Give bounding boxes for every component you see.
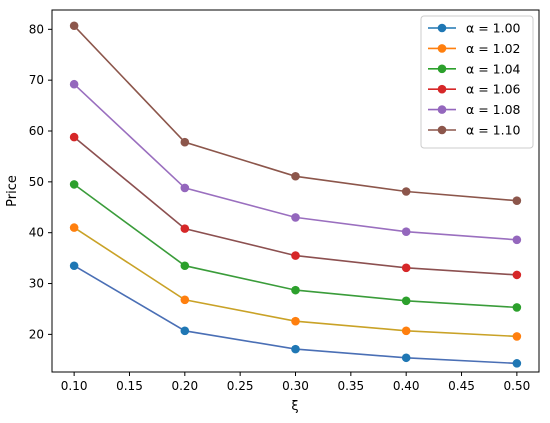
x-axis-ticks: 0.10 0.15 0.20 0.25 0.30 0.35 0.40 0.45 0.50 — [61, 372, 530, 393]
data-point — [401, 187, 411, 196]
data-point — [180, 261, 190, 271]
x-tick-label: 0.10 — [61, 379, 88, 393]
data-point — [401, 227, 411, 236]
x-tick-label: 0.50 — [504, 379, 531, 393]
legend-entry: α = 1.08 — [428, 102, 521, 117]
data-point — [180, 326, 190, 336]
x-tick-label: 0.35 — [337, 379, 364, 393]
data-point — [180, 137, 190, 147]
series-2 — [69, 180, 522, 312]
y-tick-label: 80 — [29, 22, 44, 36]
legend-marker — [437, 84, 447, 94]
data-point — [291, 285, 300, 295]
y-tick-label: 60 — [29, 124, 44, 138]
data-point — [69, 261, 79, 271]
data-point — [291, 344, 300, 354]
legend-entries: α = 1.00 α = 1.02 α = 1.04 α = 1.06 α = 1.08… — [428, 21, 521, 138]
x-tick-label: 0.40 — [393, 379, 420, 393]
y-tick-label: 50 — [29, 175, 44, 189]
legend-entry: α = 1.06 — [428, 82, 521, 97]
data-point — [512, 359, 522, 368]
legend-marker — [437, 64, 447, 74]
data-point — [512, 235, 522, 245]
data-point — [512, 196, 522, 205]
legend-label: α = 1.00 — [466, 21, 521, 36]
y-tick-label: 40 — [29, 226, 44, 240]
series-1 — [69, 223, 522, 341]
x-tick-label: 0.30 — [282, 379, 309, 393]
x-axis-label: ξ — [291, 399, 298, 414]
x-tick-label: 0.25 — [227, 379, 254, 393]
data-point — [291, 316, 300, 326]
series-5 — [69, 21, 522, 205]
y-axis-ticks: 20 30 40 50 60 70 80 — [29, 22, 52, 341]
series-4 — [69, 79, 522, 245]
data-point — [69, 132, 79, 142]
data-point — [69, 79, 79, 89]
data-point — [401, 326, 411, 336]
legend-entry: α = 1.00 — [428, 21, 521, 36]
legend-label: α = 1.04 — [466, 61, 521, 76]
legend-label: α = 1.08 — [466, 102, 521, 117]
x-tick-label: 0.45 — [448, 379, 475, 393]
y-tick-label: 30 — [29, 277, 44, 291]
data-point — [401, 353, 411, 363]
data-point — [512, 303, 522, 312]
data-point — [512, 270, 522, 280]
data-point — [180, 224, 190, 233]
legend-marker — [437, 105, 447, 114]
data-point — [180, 183, 190, 193]
data-point — [69, 21, 79, 31]
legend-label: α = 1.06 — [466, 82, 521, 97]
legend: α = 1.00 α = 1.02 α = 1.04 α = 1.06 α = 1.08… — [420, 15, 534, 149]
legend-label: α = 1.02 — [466, 41, 521, 56]
series-layer — [69, 21, 522, 368]
x-tick-label: 0.15 — [116, 379, 143, 393]
legend-entry: α = 1.04 — [428, 61, 521, 76]
data-point — [291, 171, 300, 181]
series-3 — [69, 132, 522, 280]
data-point — [512, 332, 522, 341]
legend-marker — [437, 125, 447, 135]
legend-entry: α = 1.10 — [428, 123, 521, 138]
data-point — [401, 263, 411, 273]
legend-label: α = 1.10 — [466, 123, 521, 138]
y-axis-label: Price — [5, 175, 20, 207]
data-point — [291, 213, 300, 222]
y-tick-label: 70 — [29, 73, 44, 87]
legend-marker — [437, 44, 447, 53]
data-point — [180, 295, 190, 305]
data-point — [69, 180, 79, 189]
y-tick-label: 20 — [29, 327, 44, 341]
data-point — [69, 223, 79, 232]
data-point — [401, 296, 411, 306]
data-point — [291, 251, 300, 260]
x-tick-label: 0.20 — [171, 379, 198, 393]
legend-entry: α = 1.02 — [428, 41, 521, 56]
legend-marker — [437, 23, 447, 33]
series-0 — [69, 261, 522, 368]
